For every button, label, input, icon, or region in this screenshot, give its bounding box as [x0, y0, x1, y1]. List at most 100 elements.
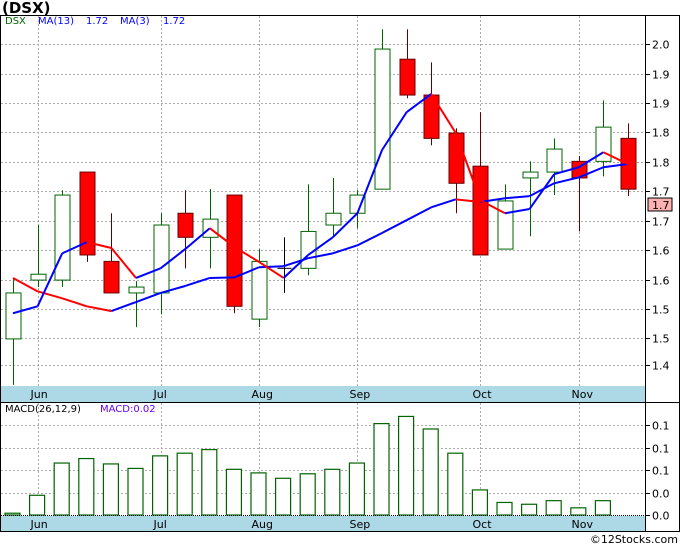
candle-body: [374, 48, 391, 190]
candle: [546, 138, 563, 196]
candle: [30, 225, 47, 288]
macd-bar: [250, 472, 267, 516]
candle: [177, 190, 194, 269]
price-tick-label: 1.4: [652, 360, 670, 373]
ma-segment-ma13: [529, 182, 555, 198]
ma-segment-ma13: [406, 206, 432, 222]
candle-body: [497, 200, 514, 250]
candle: [79, 171, 96, 262]
macd-bars: [4, 415, 612, 516]
price-tick-label: 1.9: [652, 98, 670, 111]
moving-average-lines: [12, 93, 629, 315]
macd-tick-label: 0.1: [652, 420, 670, 433]
last-price-box: [647, 197, 673, 212]
ma-segment-ma3: [479, 199, 506, 215]
candle: [423, 62, 440, 146]
macd-bar: [398, 415, 415, 516]
month-label: Sep: [350, 388, 371, 401]
price-tick-label: 2.0: [652, 39, 670, 52]
macd-bar: [176, 452, 193, 516]
ma-segment-ma3: [307, 236, 334, 256]
candle-body: [448, 132, 465, 184]
candle-body: [399, 58, 416, 96]
month-label: Oct: [473, 518, 493, 531]
month-label: Jun: [30, 388, 48, 401]
footer-copyright: ©12Stocks.com: [590, 533, 678, 546]
legend-symbol: DSX: [5, 16, 26, 27]
ma-segment-ma13: [12, 277, 39, 293]
month-label: Sep: [350, 518, 371, 531]
ma-segment-ma13: [356, 232, 383, 247]
macd-bar: [53, 462, 70, 516]
month-label: Aug: [252, 518, 273, 531]
candle: [399, 29, 416, 99]
ma-segment-ma13: [332, 244, 358, 255]
ma-segment-ma3: [602, 151, 629, 165]
ma-segment-ma13: [209, 276, 235, 279]
candle: [128, 281, 145, 328]
ma-segment-ma3: [504, 207, 530, 215]
candle: [226, 194, 243, 314]
macd-bar: [127, 467, 144, 516]
macd-bar: [471, 489, 488, 516]
macd-tick-label: 0.0: [652, 488, 670, 501]
ma-segment-ma13: [86, 305, 112, 313]
candle: [620, 123, 637, 197]
price-tick-label: 1.8: [652, 127, 670, 140]
month-labels: Jun Jun Jul Jul Aug Aug Sep Sep Oct Oct Nov Nov: [30, 388, 594, 531]
ma-segment-ma13: [578, 166, 604, 179]
ma-segment-ma3: [406, 93, 432, 113]
ma-segment-ma13: [603, 163, 629, 169]
ma-segment-ma3: [135, 267, 161, 279]
macd-bar: [496, 501, 513, 516]
macd-tick-label: 0.1: [652, 443, 670, 456]
macd-bar: [275, 477, 292, 516]
candle-body: [153, 224, 170, 294]
chart-frame: [0, 15, 680, 532]
candle-body: [620, 137, 637, 190]
legend-ma3-value: 1.72: [163, 16, 185, 27]
month-label: Jul: [153, 388, 167, 401]
price-tick-label: 1.5: [652, 333, 670, 346]
ma-segment-ma3: [12, 305, 38, 315]
ma-segment-ma3: [356, 149, 383, 214]
ma-segment-ma3: [184, 227, 211, 250]
ma-segment-ma3: [159, 248, 186, 270]
ma-segment-ma13: [135, 291, 161, 303]
candle: [300, 184, 317, 276]
candle: [103, 213, 120, 294]
price-grid: [1, 16, 645, 386]
y-axis-ticks: 2.01.91.91.81.81.71.71.61.61.51.51.40.10…: [645, 39, 670, 523]
candle-body: [103, 260, 120, 294]
candle: [497, 184, 514, 250]
candle-body: [546, 148, 563, 173]
candle: [374, 29, 391, 190]
candle-body: [595, 126, 612, 162]
price-tick-label: 1.6: [652, 275, 670, 288]
candle: [251, 249, 268, 328]
macd-label: MACD(26,12,9): [5, 404, 81, 415]
macd-bar: [545, 500, 562, 516]
macd-bar: [570, 507, 587, 516]
macd-bar: [324, 468, 341, 516]
price-month-band: [1, 386, 645, 402]
ma-segment-ma3: [381, 111, 408, 151]
month-label: Aug: [252, 388, 273, 401]
macd-value: MACD:0.02: [100, 404, 156, 415]
macd-tick-label: 0.0: [652, 510, 670, 523]
candle-body: [54, 194, 71, 281]
candle: [522, 161, 539, 237]
macd-bar: [299, 473, 316, 516]
macd-grid: [1, 403, 645, 516]
ma-segment-ma13: [504, 195, 530, 200]
macd-bar: [225, 468, 242, 516]
legend-ma13-label: MA(13): [38, 16, 74, 27]
month-label: Jun: [30, 518, 48, 531]
month-label: Jul: [153, 518, 167, 531]
macd-bar: [594, 500, 612, 516]
price-tick-label: 1.8: [652, 157, 670, 170]
candle-body: [325, 212, 342, 226]
price-tick-label: 1.5: [652, 304, 670, 317]
ma-segment-ma13: [61, 297, 88, 308]
